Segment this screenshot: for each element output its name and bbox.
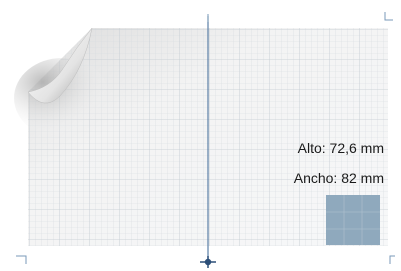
width-label: Ancho: 82 mm	[294, 170, 384, 186]
crosshair	[200, 256, 216, 268]
height-label: Alto: 72,6 mm	[298, 140, 384, 156]
selection-block	[326, 195, 380, 245]
page-preview: Alto: 72,6 mm Ancho: 82 mm	[0, 0, 401, 271]
